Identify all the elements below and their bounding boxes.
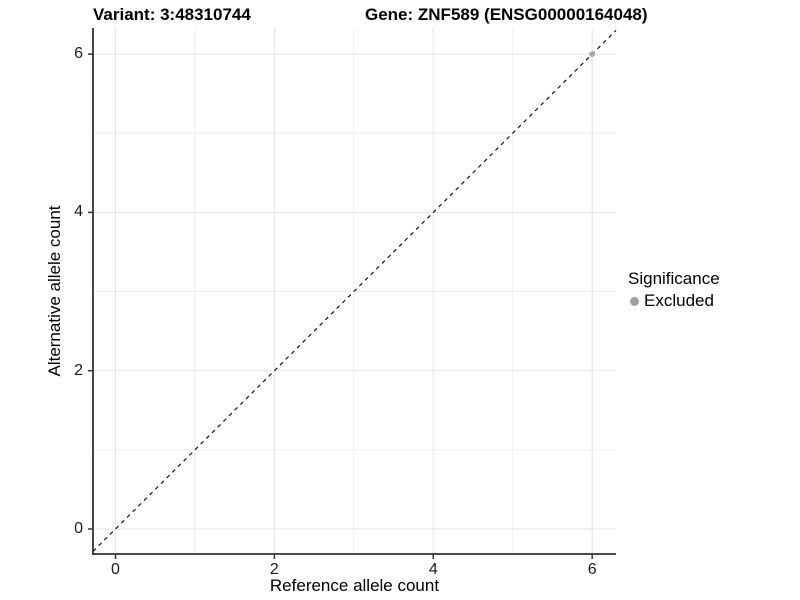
y-tick-label: 0 [74, 519, 83, 537]
excluded-point-icon [630, 296, 639, 306]
identity-line [92, 29, 617, 552]
x-tick-label: 0 [111, 561, 120, 578]
x-axis-title: Reference allele count [269, 576, 440, 595]
x-tick-label: 4 [428, 561, 438, 578]
y-tick-label: 6 [74, 45, 83, 63]
y-tick-label: 2 [74, 361, 83, 379]
legend: Significance Excluded [628, 268, 720, 312]
x-tick-label: 2 [269, 561, 279, 578]
data-point [589, 51, 595, 57]
variant-title: Variant: 3:48310744 [93, 5, 251, 24]
legend-item-label: Excluded [644, 291, 714, 310]
y-axis-title: Alternative allele count [45, 205, 64, 377]
gene-title: Gene: ZNF589 (ENSG00000164048) [365, 5, 648, 24]
x-tick-label: 6 [587, 561, 597, 578]
legend-item-excluded: Excluded [628, 290, 720, 312]
y-tick-label: 4 [74, 203, 83, 221]
legend-title: Significance [628, 269, 720, 288]
